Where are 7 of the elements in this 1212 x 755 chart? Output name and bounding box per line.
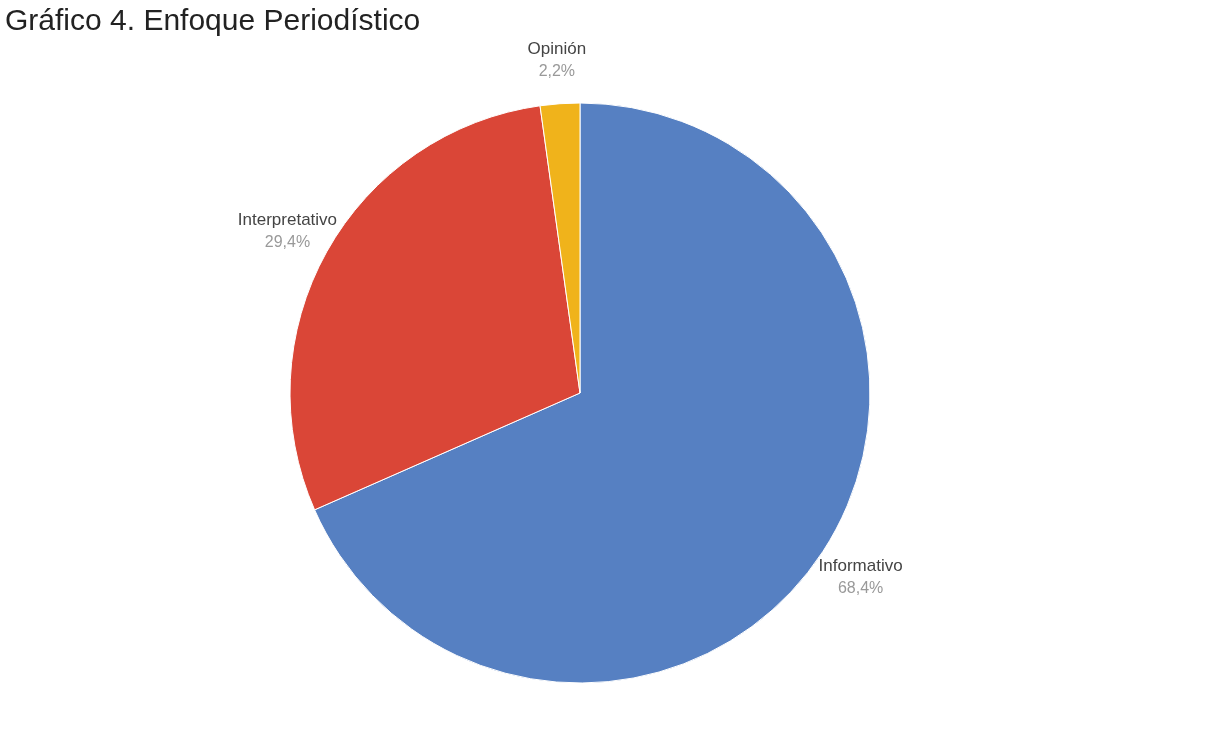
slice-label: Opinión <box>527 38 587 58</box>
data-label: 68,4% <box>837 579 884 597</box>
data-label: 29,4% <box>264 232 311 250</box>
data-label: 2,2% <box>538 61 576 79</box>
chart-title: Gráfico 4. Enfoque Periodístico <box>5 2 421 36</box>
slice-label: Informativo <box>818 556 903 576</box>
slice-label: Interpretativo <box>237 209 338 229</box>
